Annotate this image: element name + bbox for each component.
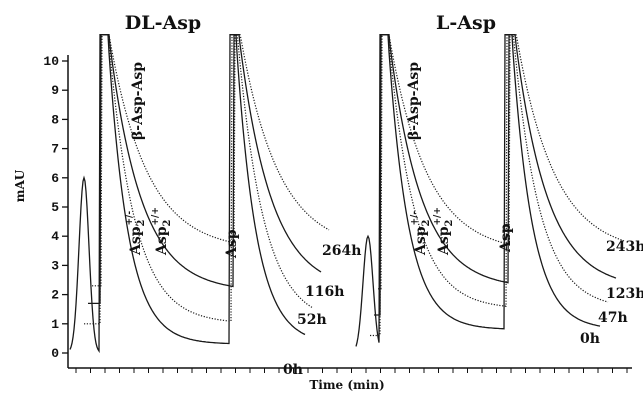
y-tick-label: 3	[51, 258, 59, 273]
peak-label-asp2-pp-dl: Asp2+/+	[151, 207, 173, 256]
peak-label-text: Asp2+/+	[151, 207, 173, 256]
series-label-0h: 0h	[283, 362, 303, 378]
y-tick-label: 9	[51, 83, 59, 98]
y-tick-label: 4	[51, 229, 59, 244]
series-labels: 0h 52h 116h 264h 0h 47h 123h 243h	[283, 239, 643, 378]
trace-dlasp-52h	[84, 34, 314, 325]
series-label-52h: 52h	[297, 312, 327, 328]
panel-title-dl-asp: DL-Asp	[125, 12, 201, 34]
y-ticks: 0 1 2 3 4 5 6 7 8 9 10	[43, 54, 68, 361]
trace-lasp-123h	[374, 34, 617, 316]
peak-label-beta-asp-asp-dl: β-Asp-Asp	[130, 62, 146, 140]
x-axis-label: Time (min)	[309, 378, 384, 392]
y-tick-label: 1	[51, 317, 59, 332]
y-tick-label: 10	[43, 54, 59, 69]
trace-dlasp-116h	[88, 34, 322, 305]
y-tick-label: 6	[51, 171, 59, 186]
series-label-123h: 123h	[606, 286, 643, 302]
series-label-0h: 0h	[580, 331, 600, 347]
peak-label-text: Asp2+/-	[125, 211, 147, 256]
trace-dlasp-264h	[92, 34, 330, 287]
peak-label-asp-l: Asp	[498, 223, 514, 253]
y-tick-label: 2	[51, 288, 59, 303]
traces	[69, 34, 625, 354]
trace-lasp-47h	[370, 34, 609, 337]
series-label-264h: 264h	[322, 243, 361, 259]
peak-label-asp2-pm-dl: Asp2+/-	[125, 211, 147, 256]
y-tick-label: 0	[51, 346, 59, 361]
trace-dlasp-0h	[69, 34, 306, 354]
x-ticks	[75, 368, 628, 373]
trace-lasp-243h	[378, 34, 625, 290]
peak-label-text: Asp2+/-	[410, 211, 432, 256]
y-tick-label: 7	[51, 142, 59, 157]
peak-label-beta-asp-asp-l: β-Asp-Asp	[406, 62, 422, 140]
trace-lasp-0h	[355, 34, 601, 347]
peak-label-asp-dl: Asp	[224, 229, 240, 259]
y-axis-label: mAU	[13, 169, 27, 202]
y-tick-label: 5	[51, 200, 59, 215]
peak-label-text: Asp2+/+	[433, 207, 455, 256]
peak-label-asp2-pm-l: Asp2+/-	[410, 211, 432, 256]
axes: 0 1 2 3 4 5 6 7 8 9 10	[43, 54, 632, 373]
peak-label-asp2-pp-l: Asp2+/+	[433, 207, 455, 256]
panel-title-l-asp: L-Asp	[436, 12, 496, 34]
series-label-47h: 47h	[598, 310, 628, 326]
series-label-243h: 243h	[606, 239, 643, 255]
series-label-116h: 116h	[305, 284, 344, 300]
y-tick-label: 8	[51, 112, 59, 127]
